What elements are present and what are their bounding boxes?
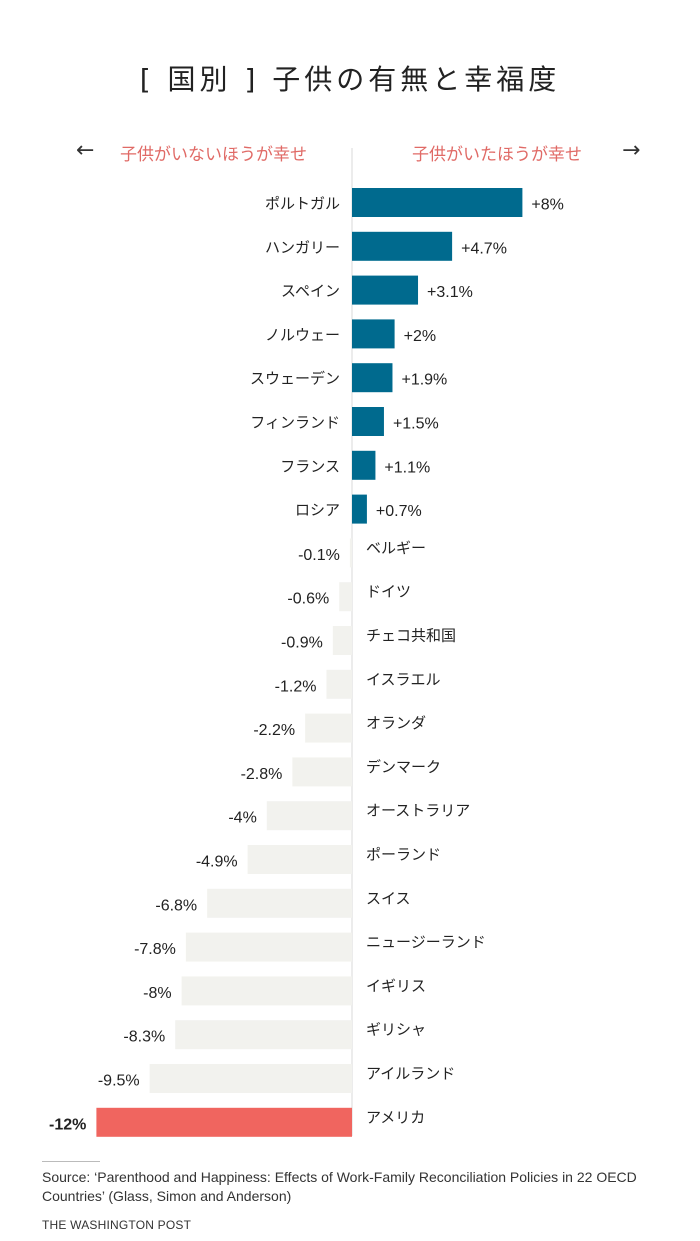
category-label-15: ポーランド (366, 846, 441, 864)
bar-5 (352, 407, 384, 436)
value-label-21: -12% (49, 1116, 86, 1133)
right-arrow-icon: → (622, 138, 641, 163)
category-label-6: フランス (280, 457, 340, 475)
bar-7 (352, 494, 367, 524)
value-label-15: -4.9% (196, 854, 238, 871)
bar-13 (292, 757, 352, 787)
value-label-19: -8.3% (123, 1029, 165, 1046)
source-note: Source: ‘Parenthood and Happiness: Effec… (42, 1169, 637, 1204)
category-label-11: イスラエル (366, 670, 441, 688)
category-label-19: ギリシャ (366, 1021, 426, 1039)
chart-title: [ 国別 ] 子供の有無と幸福度 (139, 63, 561, 96)
category-label-8: ベルギー (366, 539, 426, 557)
bar-11 (326, 669, 352, 699)
category-label-12: オランダ (366, 714, 426, 732)
bar-0 (352, 188, 523, 217)
value-label-16: -6.8% (155, 897, 197, 914)
bar-4 (352, 363, 393, 393)
category-label-1: ハンガリー (265, 238, 340, 256)
bar-15 (247, 845, 352, 874)
category-label-4: スウェーデン (250, 370, 340, 388)
category-label-18: イギリス (366, 977, 426, 995)
footer-divider (42, 1161, 100, 1162)
category-label-13: デンマーク (366, 758, 441, 776)
category-label-21: アメリカ (366, 1108, 425, 1126)
value-label-8: -0.1% (298, 547, 340, 564)
value-label-3: +2% (404, 328, 436, 345)
value-label-2: +3.1% (427, 284, 473, 301)
category-label-7: ロシア (295, 501, 340, 519)
bar-20 (149, 1064, 352, 1093)
bar-1 (352, 231, 453, 261)
bar-19 (175, 1020, 352, 1050)
category-label-14: オーストラリア (366, 802, 470, 820)
bar-3 (352, 319, 395, 349)
value-label-17: -7.8% (134, 941, 176, 958)
bar-14 (266, 801, 352, 831)
category-label-20: アイルランド (366, 1065, 455, 1083)
bar-6 (352, 450, 376, 480)
left-direction-label: 子供がいないほうが幸せ (120, 145, 307, 165)
value-label-20: -9.5% (98, 1073, 140, 1090)
bar-18 (181, 976, 352, 1006)
bar-8 (349, 538, 352, 568)
category-label-9: ドイツ (366, 583, 411, 601)
category-label-2: スペイン (281, 282, 340, 300)
bar-chart: ポルトガル +8% ハンガリー +4.7% スペイン +3.1% ノルウェー +2% スウェーデ… (49, 148, 564, 1137)
value-label-14: -4% (228, 810, 256, 827)
bar-10 (332, 626, 352, 655)
value-label-4: +1.9% (401, 372, 447, 389)
value-label-12: -2.2% (253, 722, 295, 739)
publisher-credit: THE WASHINGTON POST (42, 1218, 192, 1232)
value-label-6: +1.1% (384, 459, 430, 476)
value-label-0: +8% (531, 197, 563, 214)
bar-21 (96, 1107, 353, 1137)
value-label-7: +0.7% (376, 503, 422, 520)
value-label-11: -1.2% (275, 678, 317, 695)
value-label-1: +4.7% (461, 240, 507, 257)
category-label-10: チェコ共和国 (366, 627, 456, 645)
category-label-5: フィンランド (250, 414, 340, 432)
left-arrow-icon: ← (76, 138, 95, 163)
value-label-13: -2.8% (241, 766, 283, 783)
category-label-0: ポルトガル (265, 195, 340, 213)
category-label-16: スイス (366, 889, 411, 907)
bar-12 (305, 713, 352, 743)
bar-17 (185, 932, 352, 962)
bar-2 (352, 275, 419, 305)
value-label-5: +1.5% (393, 416, 439, 433)
value-label-18: -8% (143, 985, 171, 1002)
category-label-17: ニュージーランド (366, 933, 486, 951)
right-direction-label: 子供がいたほうが幸せ (412, 145, 582, 165)
value-label-10: -0.9% (281, 635, 323, 652)
value-label-9: -0.6% (287, 591, 329, 608)
category-label-3: ノルウェー (265, 326, 340, 344)
bar-9 (339, 582, 352, 612)
bar-16 (207, 888, 352, 918)
